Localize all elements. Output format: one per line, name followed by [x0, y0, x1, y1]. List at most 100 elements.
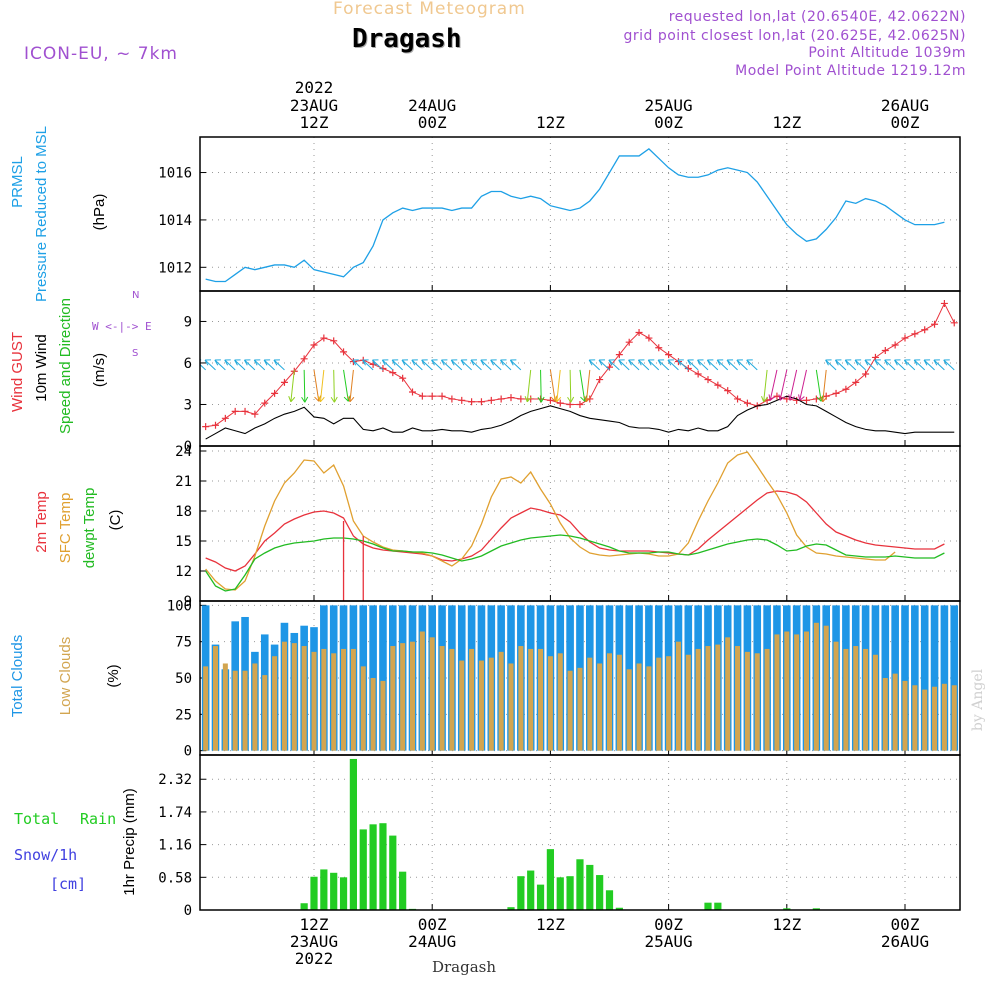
top-time-label: 00Z [654, 113, 683, 132]
wind-direction-arrow [460, 359, 472, 371]
precip-bar [812, 908, 820, 910]
total-cloud-bar [379, 605, 387, 751]
gust-point [428, 392, 436, 400]
wind-direction-arrow [746, 359, 758, 371]
low-cloud-bar [252, 663, 258, 751]
wind-direction-arrow [490, 359, 502, 371]
wind-direction-arrow [687, 359, 699, 371]
gust-point [271, 389, 279, 397]
low-cloud-bar [735, 646, 741, 751]
wind-arrow-head [460, 359, 468, 366]
label-cm: [cm] [50, 875, 86, 893]
gust-point [881, 347, 889, 355]
wind-direction-arrow [421, 359, 433, 371]
gust-point [832, 389, 840, 397]
wind-direction-arrow [540, 369, 542, 403]
gust-point [241, 407, 249, 415]
wind-arrow-head [844, 359, 852, 366]
low-cloud-bar [744, 651, 750, 751]
precip-bar [586, 864, 594, 910]
low-cloud-bar [400, 643, 406, 751]
label-wind-gust: Wind GUST [9, 332, 26, 412]
wind-direction-arrow [204, 359, 216, 371]
wind-arrow-head [204, 359, 212, 366]
low-cloud-bar [281, 641, 287, 751]
wind-arrow-head [706, 359, 714, 366]
precip-bar [349, 758, 357, 910]
top-time-label: 25AUG [645, 96, 693, 115]
gust-point [231, 407, 239, 415]
wind-direction-arrow [450, 359, 463, 371]
precip-ytick-label: 2.32 [158, 772, 192, 788]
gust-point [221, 414, 229, 422]
precip-bar [517, 876, 525, 910]
wind-arrow-head [509, 359, 517, 366]
gust-point [684, 365, 692, 372]
low-cloud-bar [656, 657, 662, 751]
wind-arrow-head [273, 359, 280, 366]
wind-arrow-head [490, 359, 497, 366]
wind-direction-arrow [707, 359, 719, 371]
wind-arrow-head [314, 395, 322, 402]
wind-direction-arrow [343, 369, 349, 402]
wind-direction-arrow [500, 359, 512, 371]
label-speed-direction: Speed and Direction [57, 298, 74, 434]
wind-direction-arrow [526, 369, 532, 402]
precip-panel [199, 754, 961, 911]
low-cloud-bar [203, 666, 209, 751]
wind-direction-arrow [854, 359, 866, 371]
wind-direction-arrow [234, 359, 246, 371]
wind-arrow-head [618, 359, 625, 366]
low-cloud-bar [272, 656, 278, 751]
station-title: Dragash [352, 24, 462, 54]
wind-direction-arrow [510, 359, 522, 371]
wind-direction-arrow [628, 359, 640, 371]
low-cloud-bar [291, 643, 297, 751]
wind-arrow-head [816, 395, 824, 402]
wind-arrow-head [214, 359, 221, 366]
wind-direction-arrow [884, 359, 896, 371]
wind-direction-arrow [362, 359, 374, 371]
low-cloud-bar [567, 670, 573, 751]
wind-arrow-head [347, 396, 355, 403]
gust-point [458, 396, 466, 404]
precip-plot-area [200, 758, 960, 910]
bottom-time-label: 12Z [300, 915, 329, 934]
wind-direction-arrow [667, 359, 679, 371]
wind-direction-arrow [835, 359, 847, 371]
low-cloud-bar [813, 622, 819, 751]
wind-arrow-head [677, 359, 684, 366]
wind-arrow-head [768, 394, 776, 401]
credit-watermark: by Angel [970, 668, 986, 731]
label-rain: Rain [80, 810, 116, 828]
gust-point [655, 344, 663, 352]
low-cloud-bar [518, 646, 524, 751]
low-cloud-bar [892, 673, 898, 751]
pressure-frame [199, 136, 961, 292]
wind-direction-arrow [349, 369, 354, 402]
wind-arrow-head [301, 396, 309, 403]
wind-ytick-label: 3 [184, 397, 192, 413]
gust-point [379, 365, 387, 372]
low-cloud-bar [360, 666, 366, 751]
wind-arrow-head [253, 359, 261, 366]
bottom-time-label: 00Z [418, 915, 447, 934]
wind-arrow-head [450, 359, 458, 366]
low-cloud-bar [863, 648, 869, 751]
wind-direction-arrow [638, 359, 650, 371]
precip-bar [596, 875, 604, 910]
precip-bar [507, 907, 515, 910]
gust-point [615, 351, 623, 359]
gust-point [448, 395, 456, 403]
gust-point [911, 330, 919, 338]
gust-point [477, 398, 485, 406]
low-cloud-bar [341, 648, 347, 751]
series-2m-temp [205, 490, 945, 572]
precip-ytick-label: 1.74 [158, 805, 192, 821]
wind-direction-arrow [598, 359, 610, 371]
precip-ytick-label: 1.16 [158, 838, 192, 854]
precip-bar [300, 903, 308, 910]
wind-direction-arrow [381, 359, 394, 371]
wind-arrow-head [243, 359, 251, 366]
wind-arrow-head [391, 359, 399, 366]
